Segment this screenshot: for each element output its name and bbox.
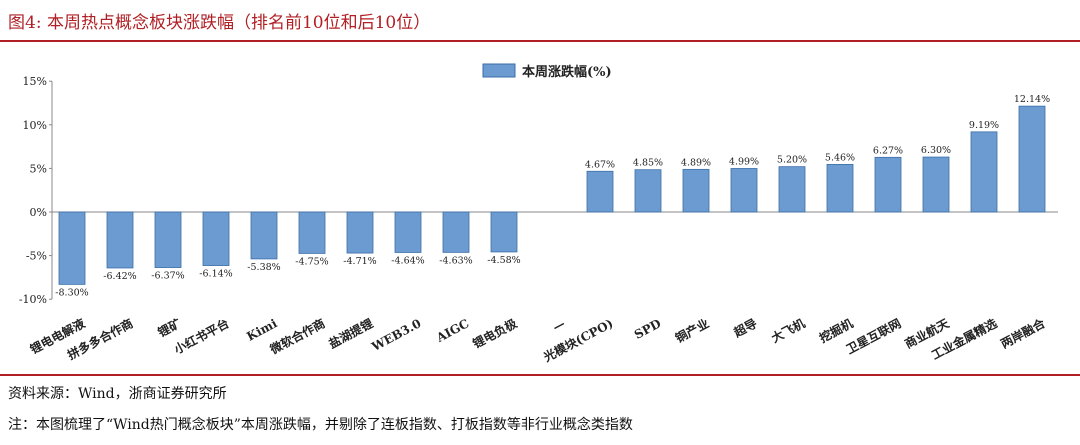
data-label: -4.71% [343, 256, 376, 267]
bar [58, 211, 86, 285]
bar [778, 166, 806, 213]
y-tick-label: -10% [19, 293, 47, 306]
x-tick-label: 锂电负极 [470, 315, 520, 351]
x-tick-label: SPD [632, 316, 663, 342]
x-tick-label: — [550, 316, 567, 334]
bar [586, 170, 614, 213]
x-tick-label: WEB3.0 [369, 316, 424, 354]
bar [250, 211, 278, 260]
bar [826, 163, 854, 213]
y-tick-label: 5% [30, 162, 47, 175]
footnote: 注：本图梳理了“Wind热门概念板块”本周涨跌幅，并剔除了连板指数、打板指数等非… [8, 417, 633, 433]
bar [442, 211, 470, 253]
y-tick-label: 10% [23, 119, 47, 132]
data-label: -4.75% [295, 256, 328, 267]
x-tick-label: 盐湖提锂 [326, 315, 375, 351]
y-tick-label: 0% [30, 206, 47, 219]
x-tick-label: 小红书平台 [171, 315, 231, 356]
data-label: 9.19% [969, 120, 999, 131]
x-tick-label: 超导 [730, 315, 759, 340]
bar [682, 168, 710, 213]
title-rule [0, 40, 1080, 42]
data-label: 4.85% [633, 158, 663, 169]
bar [106, 211, 134, 269]
bar [202, 211, 230, 266]
bar [922, 156, 950, 213]
bar [394, 211, 422, 253]
x-tick-label: 铜产业 [673, 315, 712, 345]
chart-bottom-rule [0, 374, 1080, 376]
data-label: 5.46% [825, 152, 855, 163]
data-label: 6.30% [921, 145, 951, 156]
bar [970, 131, 998, 213]
data-label: 4.89% [681, 157, 711, 168]
legend-label: 本周涨跌幅(%) [522, 64, 612, 80]
y-tick-label: 15% [23, 75, 47, 88]
data-label: -8.30% [55, 287, 88, 298]
bar [1018, 105, 1046, 213]
x-tick-label: AIGC [433, 316, 471, 345]
data-label: -4.64% [391, 255, 424, 266]
x-tick-label: 大飞机 [769, 315, 808, 345]
data-label: -6.42% [103, 271, 136, 282]
data-label: -5.38% [247, 262, 280, 273]
data-label: 5.20% [777, 155, 807, 166]
figure-title: 图4: 本周热点概念板块涨跌幅（排名前10位和后10位） [8, 13, 431, 33]
data-label: -4.63% [439, 255, 472, 266]
source-note: 资料来源：Wind，浙商证券研究所 [8, 386, 227, 402]
bar [346, 211, 374, 254]
y-tick-label: -5% [26, 250, 47, 263]
data-label: -6.37% [151, 271, 184, 282]
data-label: -6.14% [199, 269, 232, 280]
x-tick-label: 锂矿 [155, 315, 183, 340]
bar [634, 169, 662, 213]
bar [298, 211, 326, 254]
data-label: 6.27% [873, 145, 903, 156]
bar [154, 211, 182, 268]
data-label: 12.14% [1014, 94, 1050, 105]
data-label: 4.99% [729, 156, 759, 167]
bar [730, 168, 758, 213]
x-tick-label: 两岸融合 [998, 315, 1048, 351]
x-tick-label: 卫星互联网 [844, 316, 904, 357]
data-label: -4.58% [487, 255, 520, 266]
legend-swatch [482, 63, 516, 78]
bar [490, 211, 518, 253]
data-label: 4.67% [585, 159, 615, 170]
x-tick-label: Kimi [244, 316, 279, 344]
bar [874, 156, 902, 213]
